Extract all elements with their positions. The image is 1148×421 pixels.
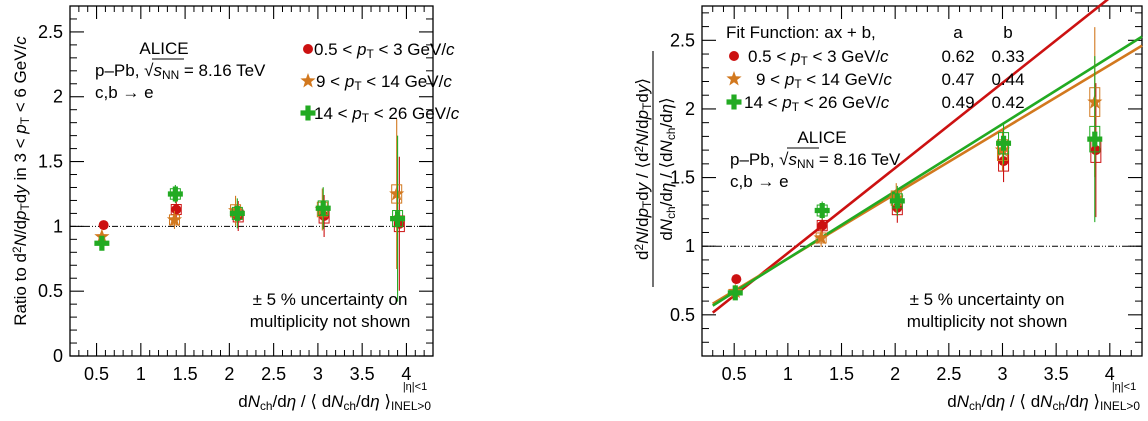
y-axis-label-numerator: d2N/dpTdy / ⟨d2N/dpTdy⟩ [632,78,654,260]
circle-marker [731,274,742,285]
note-line-2: multiplicity not shown [250,312,411,331]
x-tick-label: 2 [890,364,900,384]
note-line-2: multiplicity not shown [907,312,1068,331]
experiment-label: ALICE [139,39,188,58]
series-circle [98,156,405,291]
x-axis-label-superscript: |η|<1 [1112,381,1136,393]
x-tick-label: 2.5 [936,364,961,384]
cross-marker [727,285,743,301]
y-tick-label: 1 [685,236,695,256]
legend-value-b: 0.44 [991,70,1024,89]
star-marker [726,71,742,86]
y-tick-label: 0 [53,346,63,366]
legend-entry-label: 9 < pT < 14 GeV/c [316,72,452,93]
cross-marker [889,193,905,209]
y-tick-label: 2.5 [670,30,695,50]
fit-line [711,0,1110,314]
plot-frame [701,5,1143,357]
cross-marker [726,94,742,110]
circle-marker [303,44,313,54]
cross-marker [315,200,331,216]
x-tick-label: 1 [783,364,793,384]
x-tick-label: 3.5 [1044,364,1069,384]
y-tick-label: 1.5 [38,152,63,172]
x-tick-label: 2 [224,364,234,384]
x-tick-label: 4 [1105,364,1115,384]
x-tick-label: 3.5 [350,364,375,384]
x-tick-label: 4 [401,364,411,384]
decay-label: c,b → e [95,83,154,102]
plot-frame [69,5,434,357]
circle-marker [817,220,828,231]
note-line-1: ± 5 % uncertainty on [910,290,1065,309]
series-cross [727,56,1103,301]
right-chart: 0.5 1 1.5 2 2.5 3 3.5 4 0.5 1 1.5 2 2.5 dNch/dη / ⟨ d… [632,0,1143,413]
system-label: p–Pb, √sNN = 8.16 TeV [95,61,266,82]
legend-entry-label: 14 < pT < 26 GeV/c [314,104,460,125]
legend-entry-label: 0.5 < pT < 3 GeV/c [748,47,889,68]
star-marker [813,230,829,245]
cross-marker [390,211,406,227]
y-axis-label: Ratio to d2N/dpTdy in 3 < pT < 6 GeV/c [10,36,32,326]
legend-col-b: b [1003,23,1012,42]
cross-marker [996,135,1012,151]
x-tick-label: 2.5 [261,364,286,384]
series-star [94,118,405,269]
cross-marker [229,205,245,221]
y-tick-label: 2 [685,99,695,119]
y-axis-label-denominator: dNch/dη / ⟨dNch/dη⟩ [657,97,678,240]
cross-marker [94,235,110,251]
star-marker [166,211,183,227]
legend-value-b: 0.42 [991,93,1024,112]
y-tick-label: 1 [53,216,63,236]
y-tick-label: 1.5 [670,168,695,188]
x-tick-label: 0.5 [84,364,109,384]
y-tick-label: 0.5 [670,305,695,325]
cross-marker [814,203,830,219]
legend-entry-label: 9 < pT < 14 GeV/c [756,70,892,91]
circle-marker [98,220,109,231]
x-tick-label: 3 [313,364,323,384]
experiment-label: ALICE [797,128,846,147]
system-label: p–Pb, √sNN = 8.16 TeV [730,150,901,171]
x-axis-label: dNch/dη / ⟨ dNch/dη ⟩INEL>0 [947,392,1140,413]
x-tick-label: 0.5 [722,364,747,384]
x-tick-label: 1.5 [173,364,198,384]
x-axis-label: dNch/dη / ⟨ dNch/dη ⟩INEL>0 [238,392,431,413]
x-tick-label: 1 [136,364,146,384]
circle-marker [729,51,739,61]
decay-label: c,b → e [730,172,789,191]
x-tick-label: 3 [997,364,1007,384]
y-tick-label: 0.5 [38,281,63,301]
legend-value-b: 0.33 [991,47,1024,66]
legend-value-a: 0.47 [941,70,974,89]
y-tick-label: 2.5 [38,22,63,42]
series-cross [94,135,406,302]
x-tick-label: 1.5 [829,364,854,384]
cross-marker [167,186,183,202]
y-tick-label: 2 [53,87,63,107]
circle-marker [1090,145,1101,156]
star-marker [389,186,405,201]
legend-entry-label: 14 < pT < 26 GeV/c [744,93,890,114]
legend-value-a: 0.49 [941,93,974,112]
circle-marker [171,204,182,215]
star-marker [300,73,316,88]
legend-col-a: a [953,23,963,42]
legend-header: Fit Function: ax + b, [726,23,876,42]
cross-marker [300,105,316,121]
legend-value-a: 0.62 [941,47,974,66]
legend-entry-label: 0.5 < pT < 3 GeV/c [314,40,455,61]
x-axis-label-superscript: |η|<1 [403,381,427,393]
fit-line [712,35,1143,307]
syst-box [391,184,403,204]
note-line-1: ± 5 % uncertainty on [253,290,408,309]
left-chart: 0.5 1 1.5 2 2.5 3 3.5 4 0 0.5 1 1.5 2 2.5 dNch/dη / ⟨ … [10,5,460,413]
cross-marker [1087,131,1103,147]
